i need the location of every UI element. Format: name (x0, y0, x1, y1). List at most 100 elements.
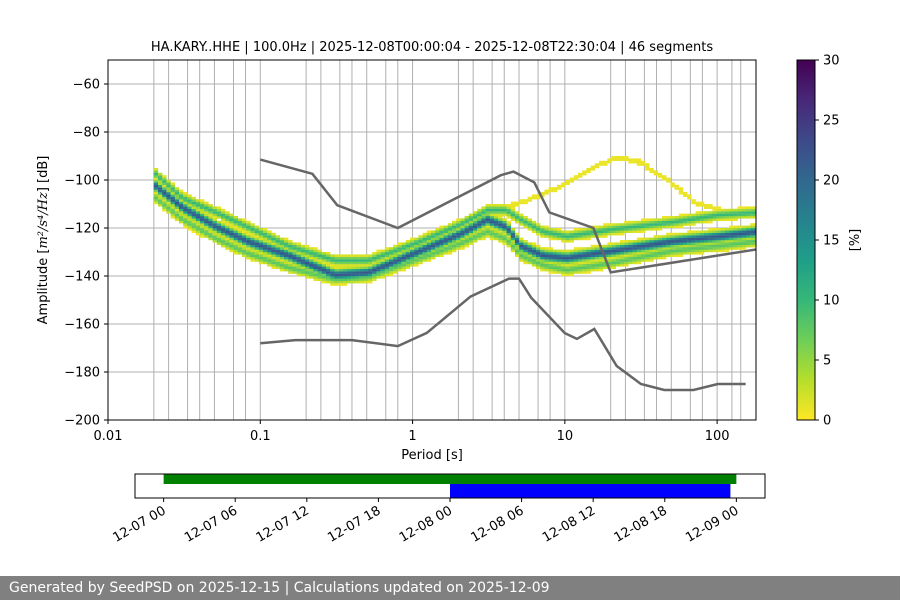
psd-cell (200, 213, 205, 217)
psd-cell (561, 254, 566, 257)
psd-cell (544, 249, 549, 253)
psd-cell (418, 242, 423, 245)
psd-cell (628, 223, 633, 226)
psd-cell (338, 283, 343, 286)
psd-cell (263, 249, 268, 253)
psd-cell (737, 247, 742, 250)
psd-cell (590, 235, 595, 238)
psd-cell (250, 240, 255, 243)
psd-cell (183, 194, 188, 197)
psd-cell (548, 189, 553, 193)
psd-cell (699, 211, 705, 214)
timeline-tick-label: 12-08 06 (468, 503, 526, 545)
psd-cell (351, 259, 356, 262)
psd-cell (746, 216, 751, 219)
psd-cell (674, 247, 679, 250)
psd-cell (447, 244, 453, 248)
psd-cell (716, 218, 721, 221)
psd-cell (536, 259, 541, 262)
psd-cell (515, 252, 520, 255)
psd-cell (565, 252, 570, 255)
psd-cell (422, 256, 427, 260)
psd-cell (237, 244, 243, 248)
psd-cell (439, 242, 444, 245)
plot-frame (107, 59, 757, 421)
psd-cell (477, 213, 482, 217)
psd-cell (708, 249, 713, 253)
psd-cell (288, 266, 293, 269)
psd-cell (515, 249, 520, 253)
psd-cell (414, 249, 419, 253)
psd-cell (666, 247, 671, 250)
psd-cell (611, 259, 616, 262)
psd-cell (267, 237, 272, 241)
psd-cell (435, 247, 440, 250)
psd-cell (527, 244, 532, 248)
psd-cell (296, 259, 301, 262)
psd-cell (683, 240, 688, 243)
psd-cell (254, 247, 259, 250)
psd-cell (527, 242, 532, 245)
psd-cell (594, 165, 600, 169)
psd-cell (569, 256, 574, 260)
psd-cell (195, 228, 201, 231)
psd-cell (599, 225, 604, 229)
psd-cell (725, 240, 730, 243)
psd-cell (313, 256, 318, 260)
psd-cell (662, 249, 667, 253)
psd-cell (351, 280, 356, 284)
psd-cell (531, 261, 537, 265)
psd-cell (195, 220, 201, 224)
psd-cell (229, 242, 234, 245)
psd-cell (636, 160, 642, 164)
psd-cell (410, 249, 415, 253)
psd-cell (720, 208, 726, 212)
psd-cell (208, 211, 213, 214)
psd-cell (506, 211, 511, 214)
psd-cell (250, 230, 255, 233)
psd-cell (279, 249, 285, 253)
psd-cell (179, 196, 184, 200)
psd-cell (250, 223, 255, 226)
psd-cell (569, 266, 574, 269)
psd-cell (401, 242, 406, 245)
psd-cell (544, 232, 549, 236)
psd-cell (166, 182, 171, 185)
psd-cell (670, 182, 675, 185)
psd-cell (485, 213, 490, 217)
psd-cell (536, 244, 541, 248)
psd-cell (628, 252, 633, 255)
psd-cell (229, 213, 234, 217)
psd-cell (275, 235, 280, 238)
psd-cell (317, 276, 322, 279)
psd-cell (158, 204, 163, 207)
psd-cell (460, 218, 465, 221)
psd-cell (464, 237, 469, 241)
psd-cell (166, 208, 171, 212)
psd-cell (242, 242, 247, 245)
psd-cell (733, 240, 738, 243)
psd-cell (565, 259, 570, 262)
psd-cell (221, 232, 226, 236)
psd-cell (326, 252, 331, 255)
psd-cell (594, 228, 600, 231)
psd-cell (271, 256, 276, 260)
psd-cell (389, 256, 394, 260)
psd-cell (389, 259, 394, 262)
psd-cell (431, 242, 436, 245)
psd-cell (519, 247, 524, 250)
psd-cell (200, 204, 205, 207)
psd-cell (158, 175, 163, 178)
psd-cell (384, 249, 390, 253)
psd-cell (586, 261, 591, 265)
psd-cell (699, 240, 705, 243)
psd-cell (393, 271, 398, 274)
psd-cell (670, 184, 675, 188)
psd-cell (204, 235, 209, 238)
psd-cell (216, 208, 222, 212)
psd-cell (330, 280, 335, 284)
psd-cell (628, 256, 633, 260)
psd-cell (321, 264, 327, 267)
psd-cell (708, 247, 713, 250)
psd-cell (594, 256, 600, 260)
